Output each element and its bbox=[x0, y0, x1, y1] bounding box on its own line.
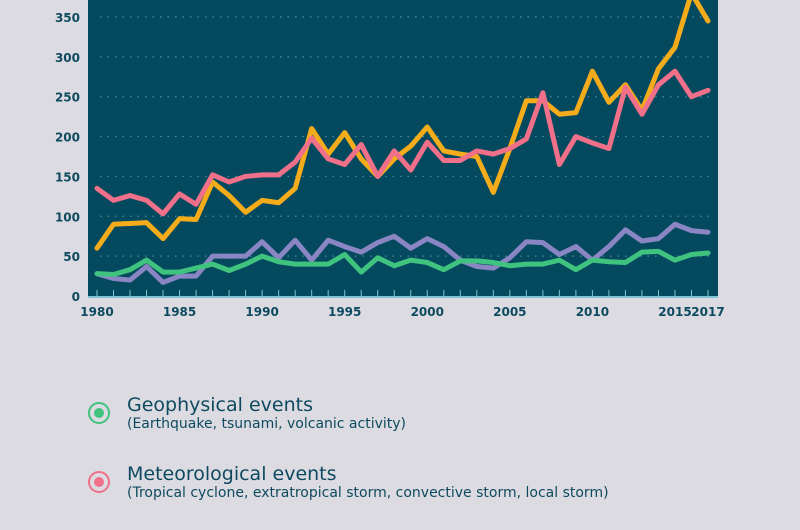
x-tick-label: 1995 bbox=[328, 305, 361, 319]
legend-title: Geophysical events bbox=[127, 394, 313, 416]
legend-title: Meteorological events bbox=[127, 463, 337, 485]
green-dot-icon bbox=[88, 402, 110, 424]
x-tick-label: 1990 bbox=[245, 305, 278, 319]
plot-area bbox=[88, 0, 718, 296]
series-2 bbox=[94, 221, 711, 285]
series-1 bbox=[94, 68, 711, 217]
y-tick-label: 250 bbox=[55, 91, 80, 105]
series-line bbox=[94, 221, 711, 285]
series-line bbox=[94, 0, 711, 251]
y-tick-label: 50 bbox=[63, 250, 80, 264]
y-tick-label: 150 bbox=[55, 170, 80, 184]
y-tick-label: 350 bbox=[55, 11, 80, 25]
series-3 bbox=[94, 248, 711, 277]
x-tick-label: 1980 bbox=[80, 305, 113, 319]
series-line bbox=[94, 68, 711, 217]
x-tick-label: 2017 bbox=[691, 305, 724, 319]
x-tick-label: 2015 bbox=[658, 305, 691, 319]
pink-dot-icon bbox=[88, 471, 110, 493]
x-tick-label: 1985 bbox=[163, 305, 196, 319]
y-tick-label: 100 bbox=[55, 210, 80, 224]
legend-subtitle: (Earthquake, tsunami, volcanic activity) bbox=[127, 416, 406, 432]
x-tick-label: 2000 bbox=[411, 305, 444, 319]
series-line bbox=[94, 248, 711, 277]
x-tick-label: 2010 bbox=[576, 305, 609, 319]
y-tick-label: 300 bbox=[55, 51, 80, 65]
x-tick-label: 2005 bbox=[493, 305, 526, 319]
legend-subtitle: (Tropical cyclone, extratropical storm, … bbox=[127, 485, 609, 501]
y-tick-label: 200 bbox=[55, 131, 80, 145]
y-tick-label: 0 bbox=[72, 290, 80, 304]
